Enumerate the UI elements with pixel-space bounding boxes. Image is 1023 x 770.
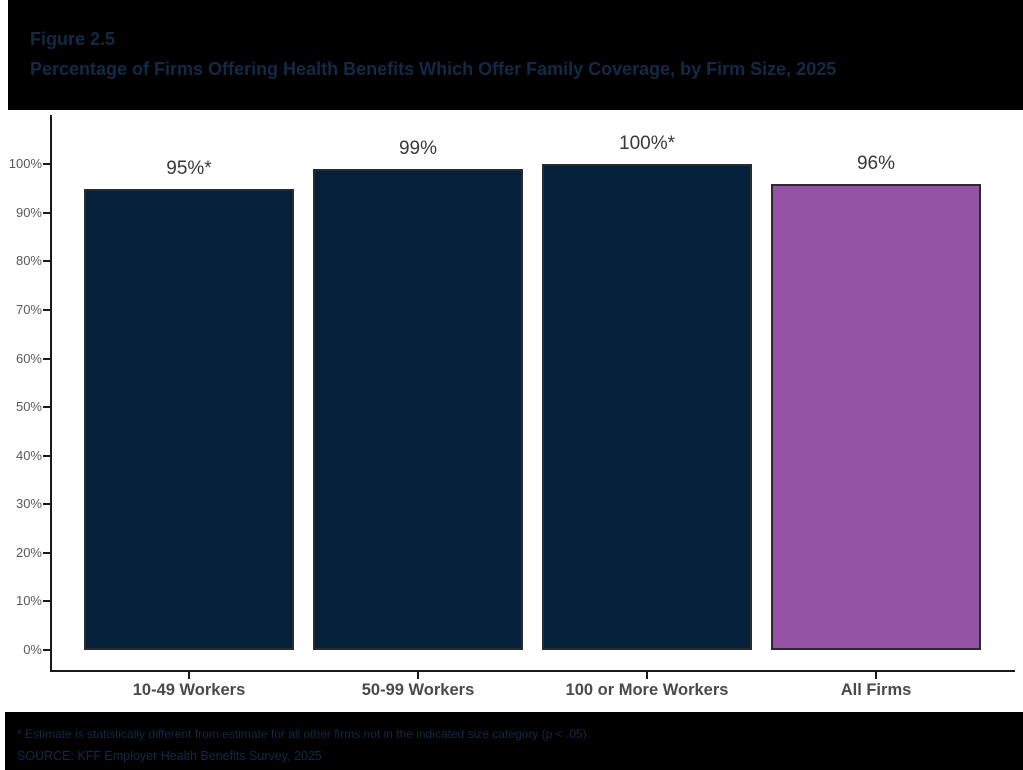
y-tick-mark [43,211,50,214]
y-tick-label: 40% [15,447,42,463]
bar-value-label: 99% [398,138,438,160]
x-axis-line [50,670,1015,672]
bar-all-firms [771,183,981,650]
y-axis-line [50,115,52,672]
y-tick-mark [43,309,50,311]
source-line: SOURCE: KFF Employer Health Benefits Sur… [17,749,322,763]
bar-chart: 0% 10% 20% 30% 40% 50% 60% 70% 80% 90% 100% 95%* 99… [0,110,1023,712]
y-tick-mark [43,454,50,457]
y-tick-label: 20% [15,544,42,560]
figure-footer: * Estimate is statistically different fr… [5,712,1023,770]
x-axis-label-100-or-more-workers: 100 or More Workers [565,681,729,699]
x-tick-mark [875,672,877,679]
bar-10-49-workers [84,188,294,650]
y-tick-label: 30% [15,496,42,512]
footnote: * Estimate is statistically different fr… [17,727,591,741]
y-tick-mark [43,551,50,554]
figure-number: Figure 2.5 [30,29,116,49]
bar-value-label: 100%* [619,133,675,155]
x-tick-mark [646,672,648,679]
y-tick-mark [43,600,50,603]
x-tick-mark [417,672,419,679]
y-tick-mark [43,406,50,409]
y-tick-mark [43,503,50,506]
y-tick-mark [43,649,50,651]
figure-header: Figure 2.5 Percentage of Firms Offering … [8,0,1023,110]
bar-100-or-more-workers [542,164,752,650]
x-axis-label-50-99-workers: 50-99 Workers [361,681,475,699]
bar-value-label: 95%* [166,157,212,179]
y-tick-label: 100% [8,156,42,172]
y-tick-label: 0% [23,642,42,657]
x-tick-mark [188,672,190,679]
y-tick-label: 70% [15,302,42,317]
y-tick-label: 60% [15,350,42,366]
x-axis-label-10-49-workers: 10-49 Workers [132,681,246,699]
bar-value-label: 96% [856,152,896,174]
y-tick-mark [43,163,50,166]
y-tick-label: 90% [15,204,42,220]
x-axis-label-all-firms: All Firms [840,681,912,699]
y-tick-mark [43,357,50,360]
y-tick-label: 50% [15,399,42,415]
y-tick-mark [43,260,50,263]
figure-title: Percentage of Firms Offering Health Bene… [30,59,837,79]
y-tick-label: 10% [15,593,42,609]
bar-50-99-workers [313,169,523,650]
y-tick-label: 80% [15,253,42,269]
